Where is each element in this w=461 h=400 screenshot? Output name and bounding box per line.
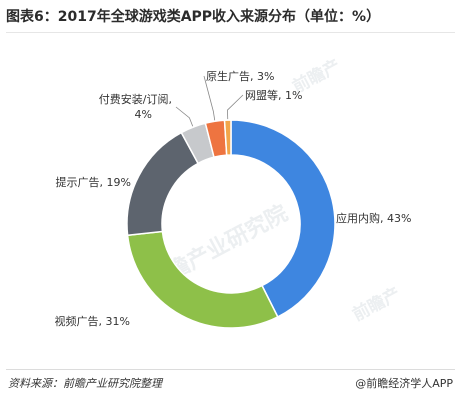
data-label-2: 视频广告, 31% xyxy=(55,314,130,328)
data-label-1: 应用内购, 43% xyxy=(336,211,411,225)
data-labels-group: 应用内购, 43% 视频广告, 31% 提示广告, 19% 付费安装/订阅, 4% 原生广… xyxy=(55,69,412,328)
data-label-3: 提示广告, 19% xyxy=(56,176,131,189)
source-note: 资料来源：前瞻产业研究院整理 xyxy=(8,377,162,390)
slice-2 xyxy=(126,230,279,329)
leader-line-6 xyxy=(227,94,244,120)
credit-note: @前瞻经济学人APP xyxy=(355,377,453,390)
footer-divider xyxy=(6,369,455,370)
leader-line-5 xyxy=(203,75,216,121)
leader-lines-group xyxy=(175,75,244,127)
slice-1 xyxy=(230,119,336,318)
data-label-5: 原生广告, 3% xyxy=(206,69,274,83)
data-label-4: 付费安装/订阅, 4% xyxy=(99,92,172,121)
slice-6 xyxy=(223,119,232,156)
title-divider xyxy=(6,32,455,33)
slices-group xyxy=(126,119,336,329)
chart-title: 图表6：2017年全球游戏类APP收入来源分布（单位：%） xyxy=(6,9,381,25)
slice-3 xyxy=(126,131,200,237)
leader-line-4 xyxy=(175,106,194,127)
data-label-6: 网盟等, 1% xyxy=(245,88,302,102)
